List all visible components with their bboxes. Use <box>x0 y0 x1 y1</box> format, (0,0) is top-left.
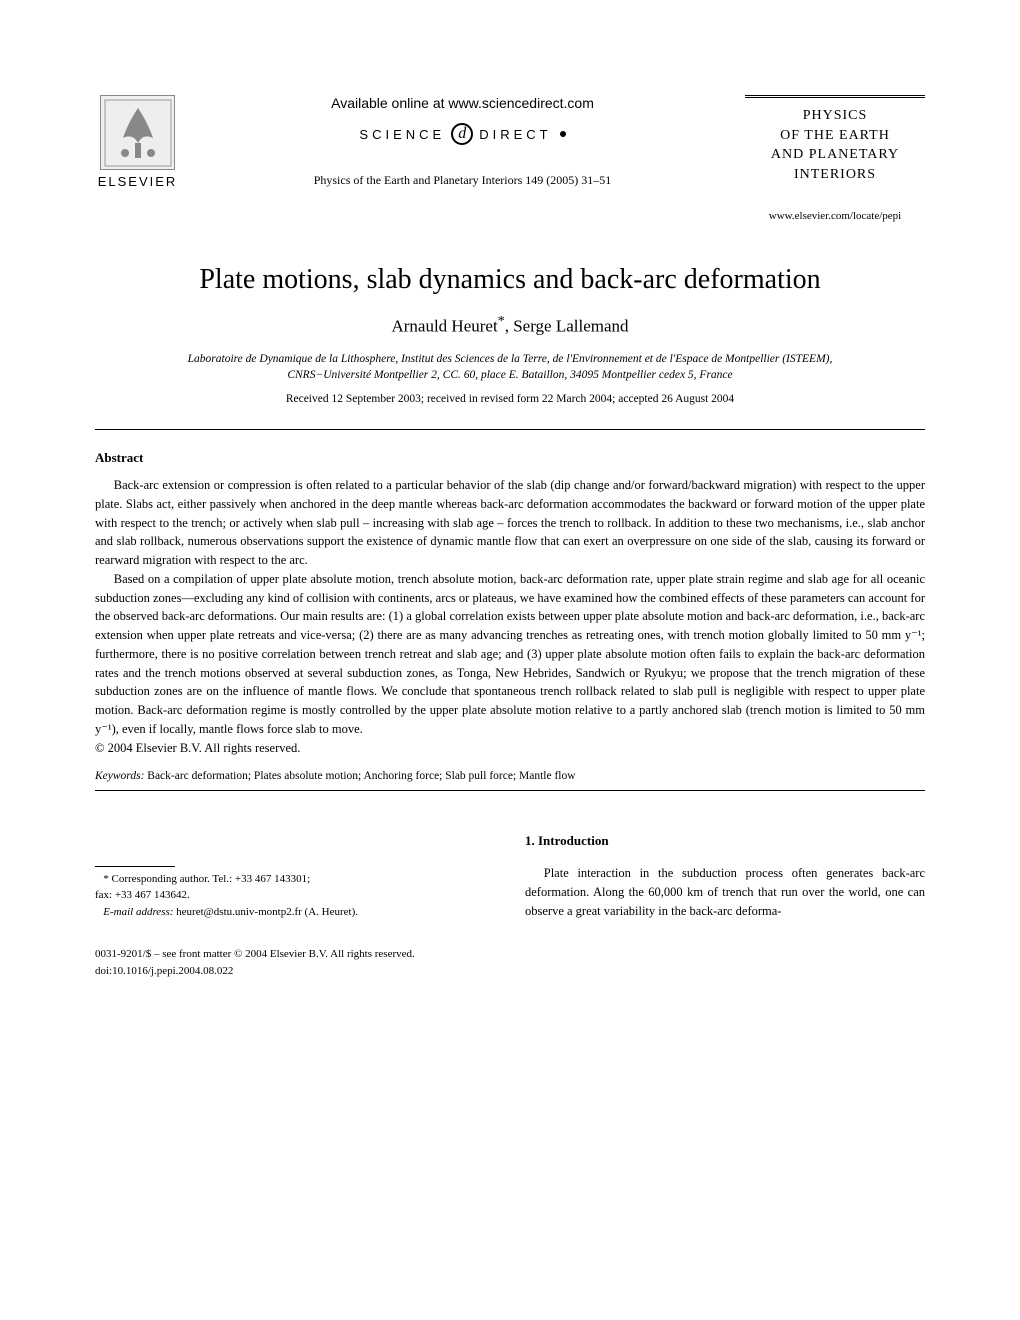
keywords-text: Back-arc deformation; Plates absolute mo… <box>144 770 575 782</box>
science-label-left: SCIENCE <box>359 127 445 142</box>
abstract-heading: Abstract <box>95 450 925 466</box>
footer-line2: doi:10.1016/j.pepi.2004.08.022 <box>95 963 925 980</box>
divider-top <box>95 429 925 430</box>
keywords-label: Keywords: <box>95 770 144 782</box>
publisher-logo: ELSEVIER <box>95 95 180 189</box>
journal-box: PHYSICS OF THE EARTH AND PLANETARY INTER… <box>745 95 925 222</box>
two-column-body: * Corresponding author. Tel.: +33 467 14… <box>95 831 925 921</box>
available-online-text: Available online at www.sciencedirect.co… <box>210 95 715 111</box>
science-label-right: DIRECT <box>479 127 551 142</box>
left-column: * Corresponding author. Tel.: +33 467 14… <box>95 831 495 921</box>
divider-bottom <box>95 790 925 791</box>
fax: fax: +33 467 143642. <box>95 887 495 904</box>
journal-reference: Physics of the Earth and Planetary Inter… <box>210 173 715 188</box>
science-direct-icon: d <box>451 123 473 145</box>
publisher-name: ELSEVIER <box>98 174 178 189</box>
sd-dot-icon <box>560 131 566 137</box>
footer-line1: 0031-9201/$ – see front matter © 2004 El… <box>95 946 925 963</box>
center-header: Available online at www.sciencedirect.co… <box>180 95 745 188</box>
corresponding-author: * Corresponding author. Tel.: +33 467 14… <box>103 873 310 885</box>
affiliation: Laboratoire de Dynamique de la Lithosphe… <box>95 351 925 383</box>
abstract-p1: Back-arc extension or compression is oft… <box>95 476 925 570</box>
header-row: ELSEVIER Available online at www.science… <box>95 95 925 222</box>
intro-text: Plate interaction in the subduction proc… <box>525 864 925 920</box>
authors: Arnauld Heuret*, Serge Lallemand <box>95 314 925 337</box>
abstract-p2: Based on a compilation of upper plate ab… <box>95 570 925 739</box>
email-label: E-mail address: <box>103 906 173 918</box>
footer-info: 0031-9201/$ – see front matter © 2004 El… <box>95 946 925 979</box>
science-direct-logo: SCIENCE d DIRECT <box>210 123 715 145</box>
elsevier-tree-icon <box>100 95 175 170</box>
article-title: Plate motions, slab dynamics and back-ar… <box>95 264 925 296</box>
abstract-body: Back-arc extension or compression is oft… <box>95 476 925 739</box>
intro-heading: 1. Introduction <box>525 831 925 851</box>
copyright: © 2004 Elsevier B.V. All rights reserved… <box>95 741 925 756</box>
footnote-rule <box>95 866 175 867</box>
right-column: 1. Introduction Plate interaction in the… <box>525 831 925 921</box>
keywords: Keywords: Back-arc deformation; Plates a… <box>95 770 925 782</box>
journal-title: PHYSICS OF THE EARTH AND PLANETARY INTER… <box>745 98 925 192</box>
article-dates: Received 12 September 2003; received in … <box>95 393 925 405</box>
footnote: * Corresponding author. Tel.: +33 467 14… <box>95 871 495 921</box>
journal-url: www.elsevier.com/locate/pepi <box>745 210 925 222</box>
email-address: heuret@dstu.univ-montp2.fr (A. Heuret). <box>173 906 358 918</box>
